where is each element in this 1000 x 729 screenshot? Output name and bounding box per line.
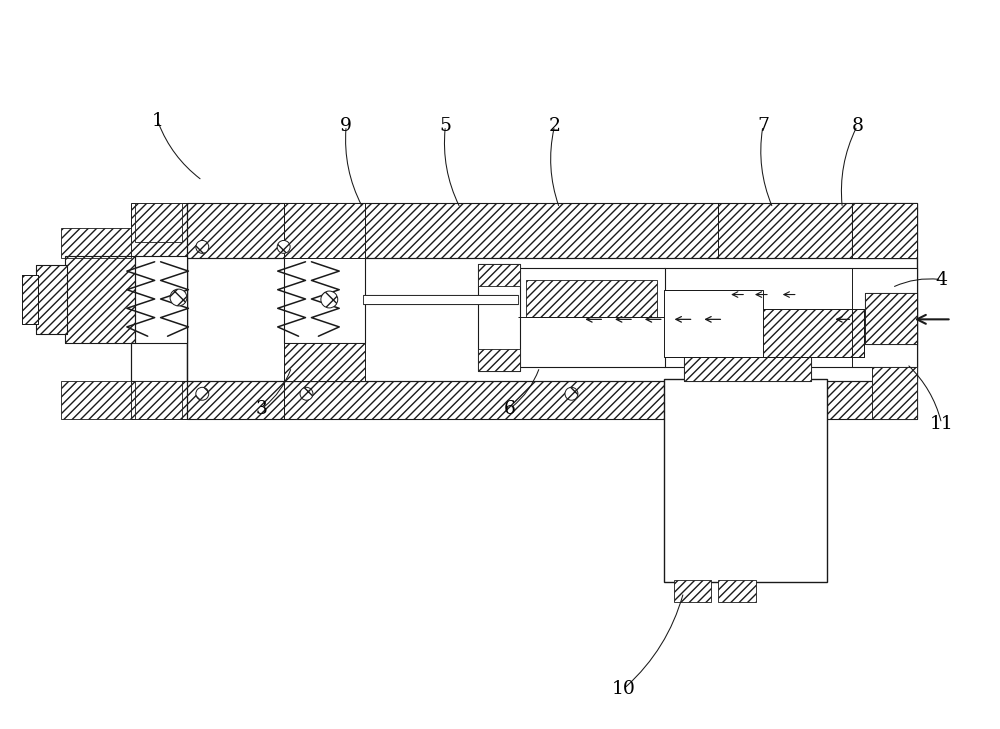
Bar [664, 289, 763, 357]
Bar [22, 275, 38, 324]
Circle shape [277, 241, 290, 254]
Text: 7: 7 [757, 117, 769, 135]
Bar [65, 256, 135, 343]
Bar [684, 356, 811, 381]
Text: 5: 5 [439, 117, 451, 135]
Bar [61, 228, 131, 258]
Bar [852, 203, 917, 258]
Text: 3: 3 [256, 399, 268, 418]
Bar [65, 256, 135, 343]
Bar [284, 343, 365, 381]
Bar [865, 292, 917, 344]
Bar [865, 292, 917, 344]
Bar [187, 203, 284, 258]
Text: 9: 9 [340, 117, 352, 135]
Circle shape [321, 291, 338, 308]
Bar [872, 367, 917, 418]
Bar [131, 258, 187, 381]
Bar [478, 264, 520, 371]
Text: 8: 8 [851, 117, 863, 135]
Bar [852, 268, 917, 367]
Bar [135, 381, 182, 418]
Bar [131, 203, 187, 258]
Text: 2: 2 [549, 117, 561, 135]
Circle shape [196, 387, 209, 400]
Bar [718, 203, 917, 258]
Bar [131, 381, 187, 418]
Bar [760, 309, 864, 357]
Bar [674, 580, 711, 602]
Bar [135, 256, 187, 343]
Circle shape [170, 289, 187, 306]
Bar [760, 309, 864, 357]
Bar [135, 203, 182, 242]
Bar [518, 268, 665, 367]
Bar [718, 381, 917, 418]
Text: 10: 10 [612, 679, 636, 698]
Bar [61, 381, 131, 418]
Bar [284, 256, 365, 343]
Bar [36, 265, 67, 334]
Text: 4: 4 [936, 270, 948, 289]
Bar [526, 280, 657, 317]
Bar [187, 258, 917, 381]
Bar [718, 580, 756, 602]
Bar [187, 381, 284, 418]
Bar [664, 379, 827, 582]
Bar [36, 265, 67, 334]
Circle shape [196, 241, 209, 254]
Bar [284, 203, 718, 258]
Bar [284, 203, 365, 258]
Circle shape [300, 387, 313, 400]
Bar [284, 381, 718, 418]
Bar [22, 275, 38, 324]
Bar [684, 356, 811, 381]
Bar [478, 349, 520, 371]
Circle shape [565, 387, 578, 400]
Text: 11: 11 [930, 415, 953, 432]
Text: 1: 1 [152, 112, 164, 130]
Bar [478, 264, 520, 286]
Bar [872, 367, 917, 418]
Bar [363, 295, 518, 305]
Bar [664, 268, 917, 367]
Text: 6: 6 [504, 399, 516, 418]
Bar [852, 203, 917, 258]
